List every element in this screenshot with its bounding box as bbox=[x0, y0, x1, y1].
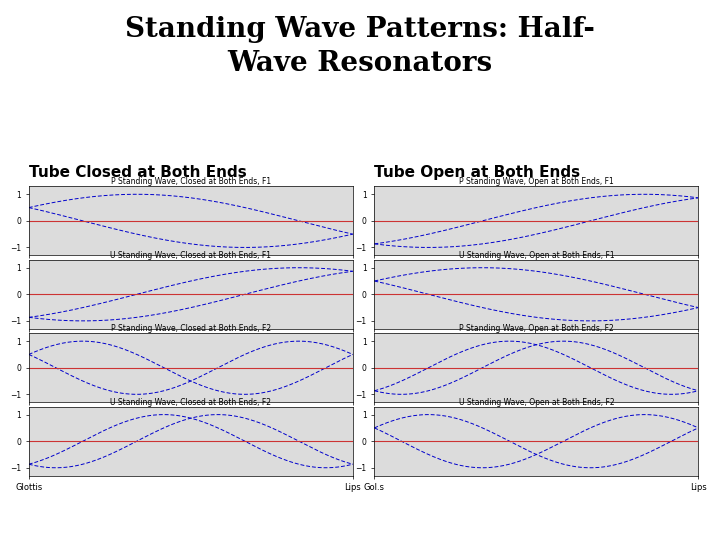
Title: P Standing Wave, Closed at Both Ends, F2: P Standing Wave, Closed at Both Ends, F2 bbox=[111, 324, 271, 333]
Text: Tube Closed at Both Ends: Tube Closed at Both Ends bbox=[29, 165, 246, 180]
Text: Tube Open at Both Ends: Tube Open at Both Ends bbox=[374, 165, 580, 180]
Text: Standing Wave Patterns: Half-
Wave Resonators: Standing Wave Patterns: Half- Wave Reson… bbox=[125, 16, 595, 77]
Title: U Standing Wave, Open at Both Ends, F1: U Standing Wave, Open at Both Ends, F1 bbox=[459, 251, 614, 260]
Title: P Standing Wave, Open at Both Ends, F2: P Standing Wave, Open at Both Ends, F2 bbox=[459, 324, 613, 333]
Title: U Standing Wave, Closed at Both Ends, F2: U Standing Wave, Closed at Both Ends, F2 bbox=[110, 397, 271, 407]
Title: P Standing Wave, Closed at Both Ends, F1: P Standing Wave, Closed at Both Ends, F1 bbox=[111, 177, 271, 186]
Title: U Standing Wave, Closed at Both Ends, F1: U Standing Wave, Closed at Both Ends, F1 bbox=[110, 251, 271, 260]
Title: U Standing Wave, Open at Both Ends, F2: U Standing Wave, Open at Both Ends, F2 bbox=[459, 397, 614, 407]
Title: P Standing Wave, Open at Both Ends, F1: P Standing Wave, Open at Both Ends, F1 bbox=[459, 177, 613, 186]
